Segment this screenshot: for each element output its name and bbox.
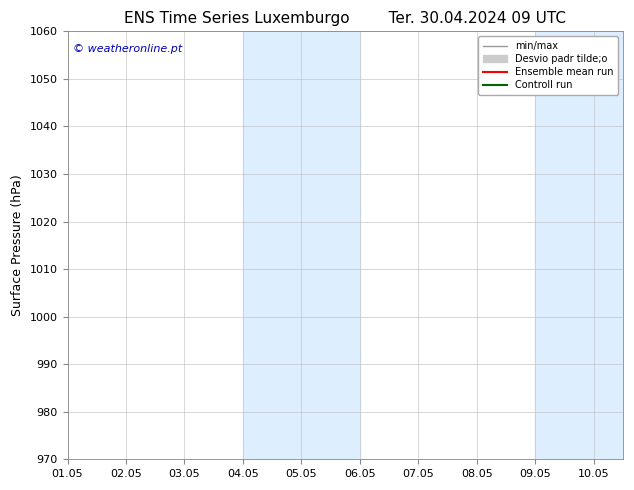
Bar <box>243 31 360 459</box>
Y-axis label: Surface Pressure (hPa): Surface Pressure (hPa) <box>11 174 24 316</box>
Legend: min/max, Desvio padr tilde;o, Ensemble mean run, Controll run: min/max, Desvio padr tilde;o, Ensemble m… <box>478 36 618 95</box>
Bar <box>535 31 623 459</box>
Text: © weatheronline.pt: © weatheronline.pt <box>73 44 183 54</box>
Title: ENS Time Series Luxemburgo        Ter. 30.04.2024 09 UTC: ENS Time Series Luxemburgo Ter. 30.04.20… <box>124 11 566 26</box>
